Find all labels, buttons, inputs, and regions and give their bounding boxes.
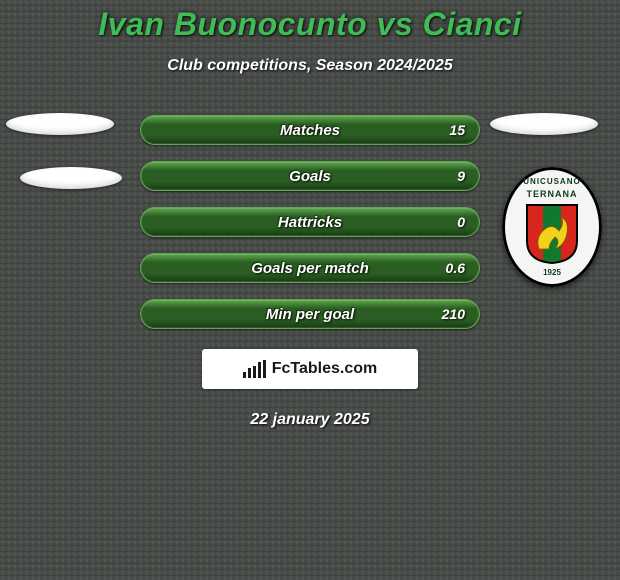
stat-value-right: 9 [457,168,465,184]
subtitle: Club competitions, Season 2024/2025 [0,57,620,75]
stat-value-right: 0 [457,214,465,230]
crest-text-top: UNICUSANO [502,177,602,186]
title-text: Ivan Buonocunto vs Cianci [98,6,521,42]
stat-value-right: 0.6 [446,260,465,276]
date-label: 22 january 2025 [0,411,620,429]
left-avatar-placeholder-1 [6,113,114,135]
stat-bar: Hattricks 0 [140,207,480,237]
club-crest: UNICUSANO TERNANA [502,167,602,287]
stat-value-right: 210 [442,306,465,322]
stats-area: UNICUSANO TERNANA [0,115,620,329]
crest-shield-icon [525,203,579,265]
logo-text: FcTables.com [272,360,378,378]
left-avatar-placeholder-2 [20,167,122,189]
bar-chart-icon [243,360,266,378]
right-avatar-placeholder [490,113,598,135]
fctables-logo[interactable]: FcTables.com [202,349,418,389]
crest-text-mid: TERNANA [502,189,602,199]
page-title: Ivan Buonocunto vs Cianci [0,6,620,43]
stat-bar: Min per goal 210 [140,299,480,329]
stat-label: Goals [289,168,331,185]
stat-value-right: 15 [449,122,465,138]
stat-bar: Goals per match 0.6 [140,253,480,283]
stat-label: Matches [280,122,340,139]
stat-bar: Goals 9 [140,161,480,191]
stat-label: Hattricks [278,214,342,231]
stat-label: Goals per match [251,260,369,277]
stat-label: Min per goal [266,306,354,323]
crest-year: 1925 [502,268,602,277]
stat-bar: Matches 15 [140,115,480,145]
